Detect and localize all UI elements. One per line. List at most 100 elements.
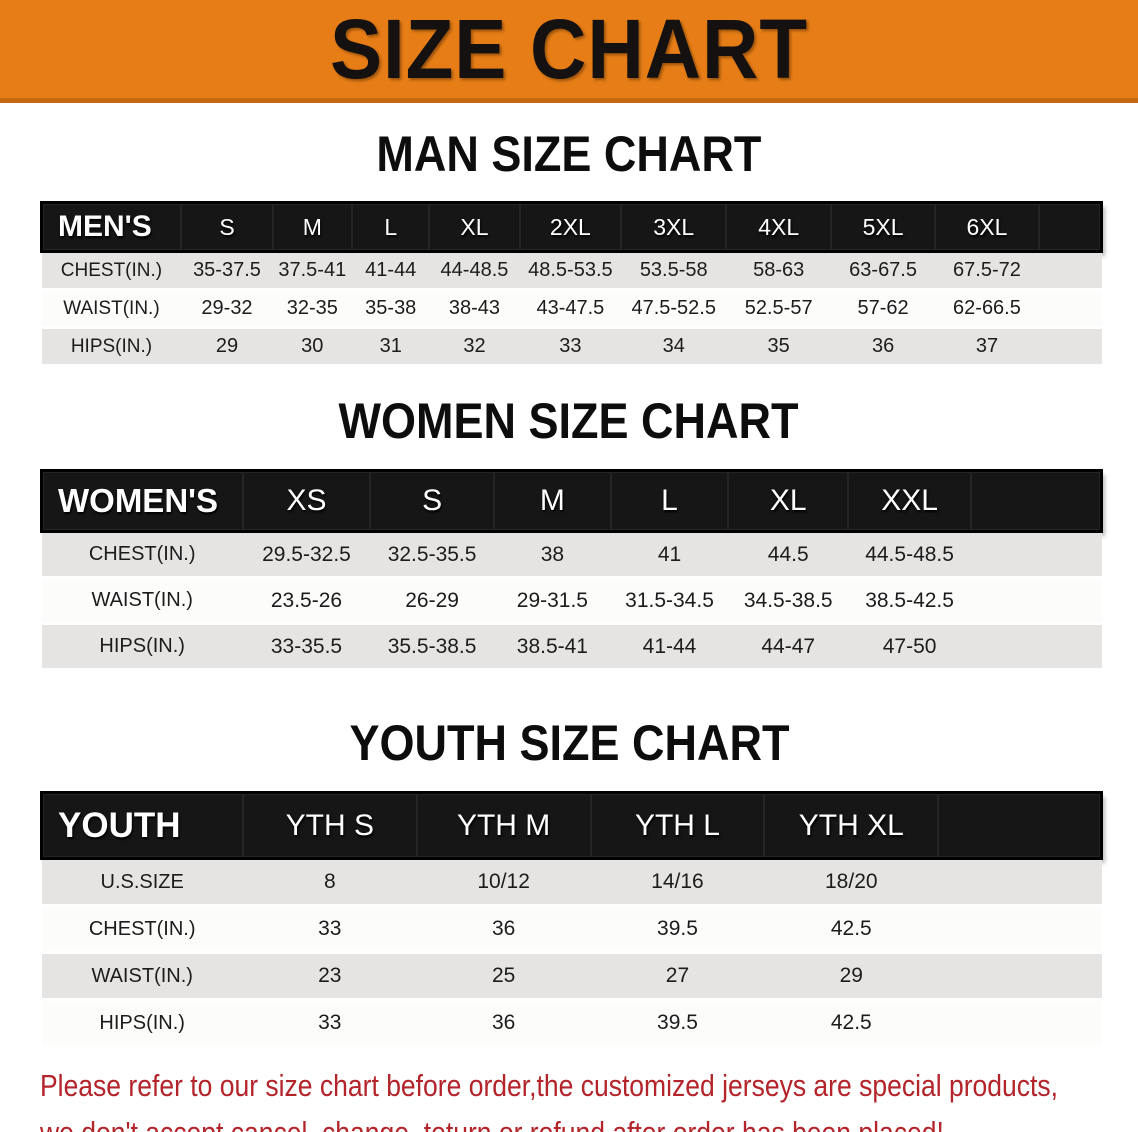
row-spacer [938, 952, 1102, 1001]
size-column-header: YTH XL [764, 791, 939, 860]
size-column-header: XL [429, 201, 520, 253]
size-value-cell: 41-44 [610, 623, 729, 671]
size-value-cell: 67.5-72 [935, 251, 1039, 291]
row-spacer [1038, 251, 1102, 291]
row-spacer [938, 858, 1102, 907]
size-value-cell: 26-29 [370, 577, 495, 625]
size-column-header: 4XL [726, 201, 832, 253]
mens-section-heading: MAN SIZE CHART [0, 128, 1138, 180]
size-value-cell: 34.5-38.5 [728, 577, 849, 625]
size-column-header: XL [728, 469, 849, 533]
row-spacer [938, 905, 1102, 954]
header-spacer [971, 469, 1104, 533]
size-value-cell: 58-63 [726, 251, 832, 291]
row-label: CHEST(IN.) [41, 531, 243, 579]
size-column-header: M [494, 469, 611, 533]
youth-section-heading-text: YOUTH SIZE CHART [348, 715, 790, 771]
measurement-row: HIPS(IN.) 29 30 31 32 33 34 35 36 37 [41, 327, 1102, 367]
size-value-cell: 29-32 [181, 289, 273, 329]
measurement-row: HIPS(IN.) 33-35.5 35.5-38.5 38.5-41 41-44 44-… [41, 623, 1102, 671]
size-value-cell: 18/20 [764, 858, 939, 907]
measurement-row: WAIST(IN.) 23 25 27 29 [41, 952, 1102, 1001]
row-label: WAIST(IN.) [41, 289, 182, 329]
size-value-cell: 33 [242, 905, 417, 954]
size-value-cell: 31.5-34.5 [610, 577, 729, 625]
size-column-header: YTH L [590, 791, 765, 860]
row-label: U.S.SIZE [41, 858, 243, 907]
row-label: WAIST(IN.) [41, 952, 243, 1001]
row-spacer [971, 577, 1102, 625]
row-label: HIPS(IN.) [41, 623, 243, 671]
row-label: HIPS(IN.) [41, 327, 182, 367]
size-value-cell: 44.5-48.5 [848, 531, 972, 579]
size-value-cell: 31 [352, 327, 430, 367]
size-value-cell: 39.5 [590, 905, 765, 954]
size-value-cell: 38.5-41 [494, 623, 611, 671]
womens-section-heading: WOMEN SIZE CHART [0, 395, 1138, 447]
size-value-cell: 29-31.5 [494, 577, 611, 625]
size-column-header: M [272, 201, 353, 253]
size-value-cell: 10/12 [416, 858, 591, 907]
size-value-cell: 36 [831, 327, 936, 367]
size-column-header: XXL [848, 469, 972, 533]
table-header-row: WOMEN'S XS S M L XL XXL [39, 469, 1104, 533]
size-value-cell: 62-66.5 [935, 289, 1039, 329]
size-value-cell: 27 [590, 952, 765, 1001]
disclaimer-line-2: we don't accept cancel, change, teturn o… [40, 1109, 944, 1132]
size-value-cell: 25 [416, 952, 591, 1001]
size-value-cell: 37 [935, 327, 1039, 367]
size-column-header: S [370, 469, 495, 533]
size-value-cell: 44-47 [728, 623, 849, 671]
size-value-cell: 32 [429, 327, 520, 367]
size-value-cell: 33-35.5 [242, 623, 371, 671]
size-value-cell: 39.5 [590, 999, 765, 1048]
size-value-cell: 23.5-26 [242, 577, 371, 625]
size-value-cell: 29 [181, 327, 273, 367]
size-column-header: 3XL [621, 201, 727, 253]
measurement-row: CHEST(IN.) 33 36 39.5 42.5 [41, 905, 1102, 954]
measurement-row: U.S.SIZE 8 10/12 14/16 18/20 [41, 858, 1102, 907]
size-value-cell: 41-44 [352, 251, 430, 291]
row-spacer [1038, 327, 1102, 367]
size-value-cell: 33 [242, 999, 417, 1048]
size-column-header: S [181, 201, 273, 253]
size-value-cell: 63-67.5 [831, 251, 936, 291]
group-label: WOMEN'S [39, 469, 243, 533]
size-value-cell: 23 [242, 952, 417, 1001]
section-mens: MAN SIZE CHART MEN'S S M L XL 2XL 3XL 4XL 5XL 6XL… [0, 128, 1138, 367]
size-value-cell: 42.5 [764, 905, 939, 954]
table-header-row: MEN'S S M L XL 2XL 3XL 4XL 5XL 6XL [40, 201, 1103, 253]
size-value-cell: 14/16 [590, 858, 765, 907]
size-value-cell: 33 [519, 327, 622, 367]
size-value-cell: 30 [272, 327, 353, 367]
size-value-cell: 57-62 [831, 289, 936, 329]
size-value-cell: 35.5-38.5 [370, 623, 495, 671]
mens-size-table: MEN'S S M L XL 2XL 3XL 4XL 5XL 6XL CHEST(IN.) 35-37… [40, 201, 1103, 367]
size-value-cell: 29.5-32.5 [242, 531, 371, 579]
size-value-cell: 38-43 [429, 289, 520, 329]
size-column-header: YTH S [242, 791, 417, 860]
measurement-row: CHEST(IN.) 35-37.5 37.5-41 41-44 44-48.5 48.5… [41, 251, 1102, 291]
size-value-cell: 52.5-57 [726, 289, 832, 329]
size-column-header: 2XL [519, 201, 622, 253]
size-value-cell: 36 [416, 999, 591, 1048]
size-value-cell: 44-48.5 [429, 251, 520, 291]
womens-section-heading-text: WOMEN SIZE CHART [339, 393, 799, 449]
size-value-cell: 38.5-42.5 [848, 577, 972, 625]
size-value-cell: 29 [764, 952, 939, 1001]
size-column-header: 5XL [831, 201, 936, 253]
size-value-cell: 47-50 [848, 623, 972, 671]
size-value-cell: 8 [242, 858, 417, 907]
measurement-row: CHEST(IN.) 29.5-32.5 32.5-35.5 38 41 44.5 44.5… [41, 531, 1102, 579]
size-value-cell: 35-38 [352, 289, 430, 329]
size-value-cell: 43-47.5 [519, 289, 622, 329]
table-header-row: YOUTH YTH S YTH M YTH L YTH XL [39, 791, 1104, 860]
header-spacer [938, 791, 1104, 860]
row-label: HIPS(IN.) [41, 999, 243, 1048]
size-value-cell: 41 [610, 531, 729, 579]
row-spacer [1038, 289, 1102, 329]
size-value-cell: 47.5-52.5 [621, 289, 727, 329]
size-value-cell: 32-35 [272, 289, 353, 329]
section-youth: YOUTH SIZE CHART YOUTH YTH S YTH M YTH L YTH… [0, 717, 1138, 1048]
row-label: CHEST(IN.) [41, 251, 182, 291]
